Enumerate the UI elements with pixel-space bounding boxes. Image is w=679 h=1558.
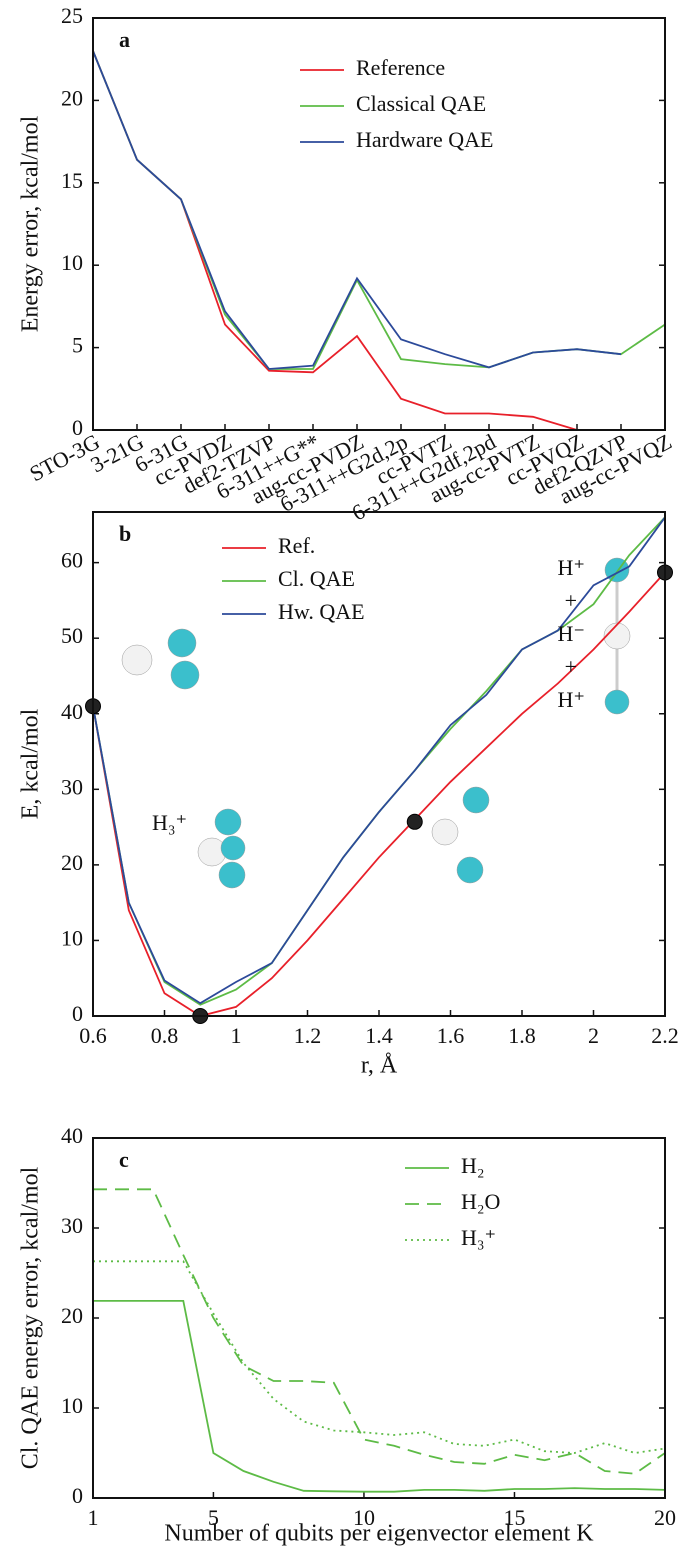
annotation: H⁺	[558, 555, 586, 580]
panel-label: c	[119, 1147, 129, 1172]
x-axis-label: r, Å	[361, 1053, 398, 1079]
legend-label: H₂O	[461, 1189, 500, 1214]
x-tick-label: 1.4	[365, 1023, 393, 1048]
x-tick-label: 20	[654, 1505, 676, 1530]
legend-label: Reference	[356, 55, 445, 80]
molecules	[121, 557, 631, 889]
y-tick-label: 40	[61, 699, 83, 724]
legend-label: H₃⁺	[461, 1225, 496, 1250]
y-axis-label: Cl. QAE energy error, kcal/mol	[18, 1166, 44, 1469]
legend-label: Ref.	[278, 533, 315, 558]
series-line	[92, 50, 622, 370]
y-tick-label: 20	[61, 1303, 83, 1328]
annotation: H⁻	[558, 621, 586, 646]
x-tick-label: 1	[88, 1505, 99, 1530]
y-tick-label: 0	[72, 1483, 83, 1508]
y-tick-label: 50	[61, 623, 83, 648]
x-tick-label: 2	[588, 1023, 599, 1048]
y-tick-label: 20	[61, 85, 83, 110]
x-tick-label: 0.6	[79, 1023, 107, 1048]
legend-label: Hardware QAE	[356, 127, 493, 152]
y-tick-label: 40	[61, 1123, 83, 1148]
legend-label: Hw. QAE	[278, 599, 365, 624]
x-tick-label: 0.8	[151, 1023, 179, 1048]
y-axis-label: E, kcal/mol	[18, 708, 44, 819]
series-line	[92, 571, 666, 1017]
plot-frame	[92, 1137, 666, 1499]
x-tick-label: 1.2	[294, 1023, 322, 1048]
x-tick-label: 5	[208, 1505, 219, 1530]
x-tick-label: 1.8	[508, 1023, 536, 1048]
series-line	[93, 1188, 666, 1475]
legend-label: Cl. QAE	[278, 566, 355, 591]
y-tick-label: 30	[61, 1213, 83, 1238]
series-line	[92, 516, 666, 1005]
x-tick-label: 15	[503, 1505, 525, 1530]
y-tick-label: 15	[61, 168, 83, 193]
series-line	[92, 50, 578, 431]
series-line	[92, 516, 666, 1006]
annotation: H₃⁺	[152, 810, 187, 835]
plot-frame	[92, 511, 666, 1017]
annotation: +	[565, 654, 577, 679]
x-tick-label: 1	[231, 1023, 242, 1048]
plot-frame	[92, 17, 666, 431]
y-axis-label: Energy error, kcal/mol	[18, 115, 44, 332]
y-tick-label: 60	[61, 548, 83, 573]
y-tick-label: 30	[61, 774, 83, 799]
y-tick-label: 0	[72, 1001, 83, 1026]
y-tick-label: 0	[72, 415, 83, 440]
panel-label: b	[119, 521, 131, 546]
x-tick-label: 10	[353, 1505, 375, 1530]
series-line	[93, 1260, 666, 1454]
structure-point	[406, 813, 423, 830]
y-tick-label: 10	[61, 925, 83, 950]
x-tick-label: 2.2	[651, 1023, 679, 1048]
x-tick-label: 1.6	[437, 1023, 465, 1048]
x-axis-label: Number of qubits per eigenvector element…	[164, 1521, 594, 1547]
panel-label: a	[119, 27, 130, 52]
legend-label: Classical QAE	[356, 91, 486, 116]
legend-label: H₂	[461, 1153, 485, 1178]
series-line	[93, 1300, 666, 1493]
annotation: H⁺	[558, 687, 586, 712]
y-tick-label: 5	[72, 333, 83, 358]
y-tick-label: 20	[61, 850, 83, 875]
y-tick-label: 10	[61, 1393, 83, 1418]
y-tick-label: 10	[61, 250, 83, 275]
annotation: +	[565, 588, 577, 613]
y-tick-label: 25	[61, 3, 83, 28]
